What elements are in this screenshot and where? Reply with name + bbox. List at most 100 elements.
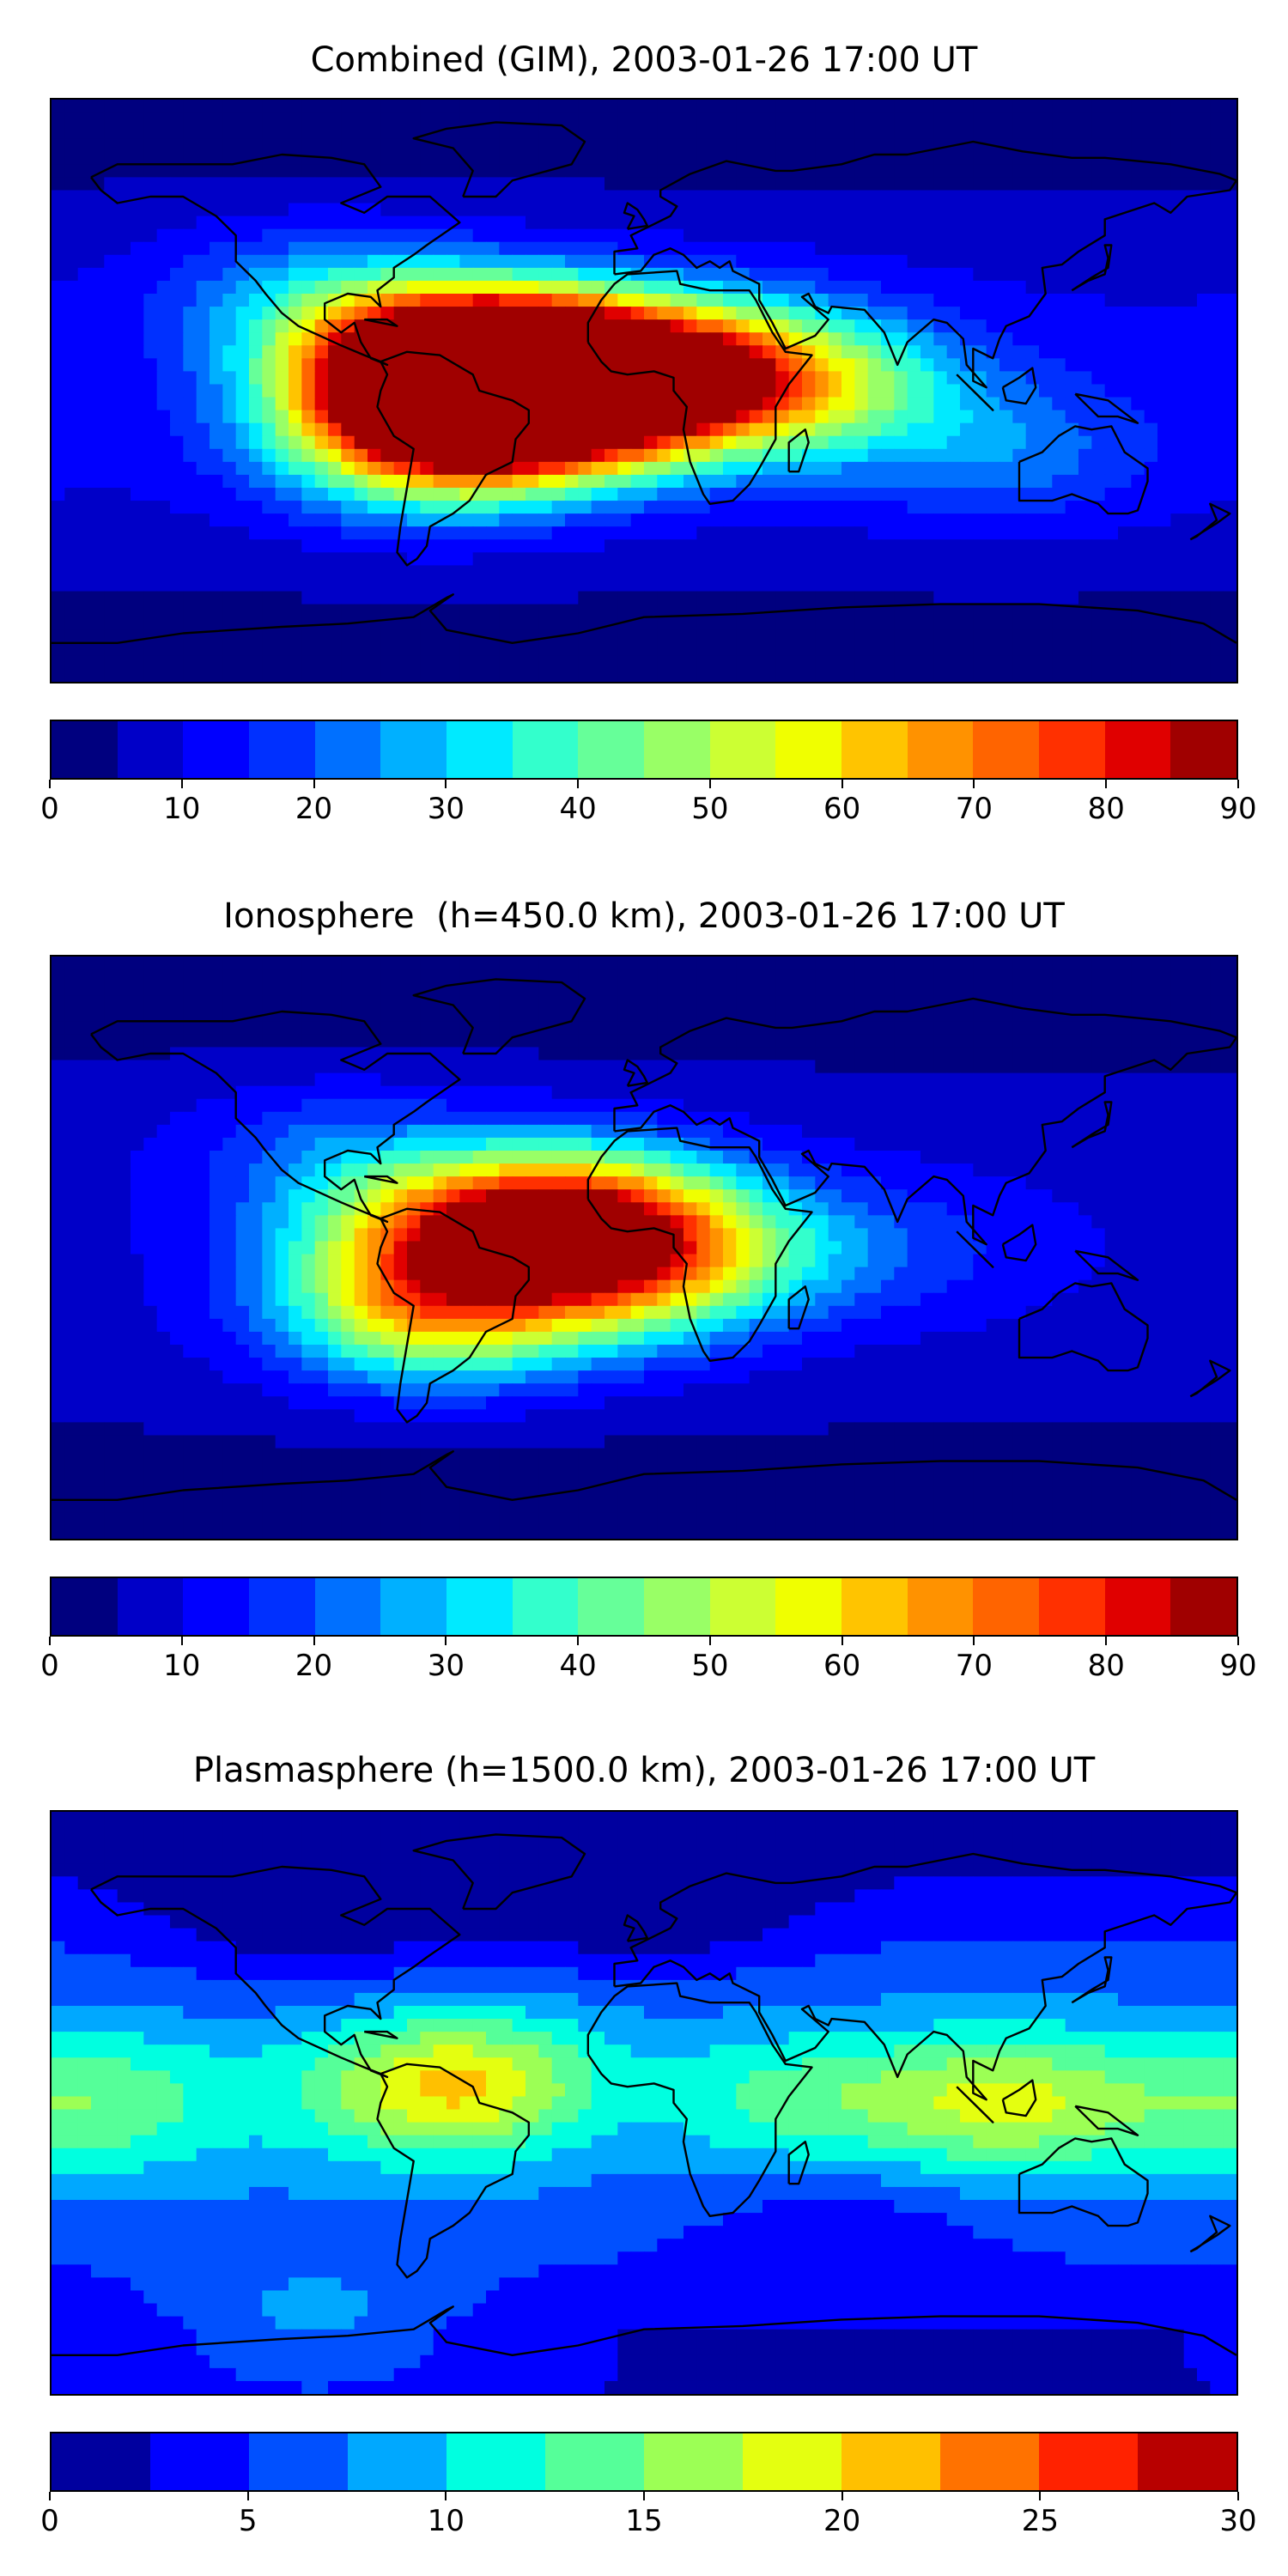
field-cell — [565, 138, 579, 152]
field-cell — [591, 501, 605, 514]
field-cell — [867, 513, 882, 527]
field-cell — [946, 604, 961, 618]
field-cell — [459, 294, 474, 307]
field-cell — [709, 474, 724, 489]
field-cell — [1052, 280, 1066, 295]
field-cell — [275, 539, 289, 553]
field-cell — [143, 617, 158, 631]
field-cell — [156, 668, 171, 682]
field-cell — [170, 629, 184, 644]
field-cell — [736, 100, 750, 113]
field-cell — [77, 435, 92, 450]
field-cell — [447, 100, 460, 113]
field-cell — [459, 397, 474, 411]
field-cell — [946, 578, 961, 592]
field-cell — [907, 203, 921, 217]
field-cell — [657, 319, 671, 333]
field-cell — [1065, 138, 1079, 152]
field-cell — [696, 995, 711, 1009]
field-cell — [775, 294, 790, 307]
field-cell — [1157, 125, 1171, 139]
field-cell — [472, 241, 487, 256]
field-cell — [960, 164, 974, 178]
field-cell — [314, 578, 329, 592]
field-cell — [196, 241, 210, 256]
field-cell — [854, 125, 869, 139]
field-cell — [52, 410, 65, 424]
field-cell — [775, 307, 790, 320]
field-cell — [91, 254, 105, 269]
field-cell — [788, 501, 803, 514]
field-cell — [723, 294, 737, 307]
field-cell — [143, 655, 158, 670]
field-cell — [1052, 138, 1066, 152]
field-cell — [749, 203, 763, 217]
field-cell — [499, 100, 513, 113]
field-cell — [301, 1021, 316, 1035]
field-cell — [447, 629, 460, 644]
field-cell — [328, 629, 342, 644]
field-cell — [775, 501, 790, 514]
field-cell — [104, 267, 118, 282]
field-cell — [393, 138, 408, 152]
field-cell — [1012, 254, 1027, 269]
field-cell — [1197, 294, 1211, 307]
field-cell — [788, 655, 803, 670]
field-cell — [986, 112, 1000, 126]
field-cell — [275, 319, 289, 333]
field-cell — [933, 358, 948, 372]
field-cell — [867, 982, 882, 996]
field-cell — [709, 1034, 724, 1048]
field-cell — [407, 397, 421, 411]
field-cell — [960, 319, 974, 333]
field-cell — [380, 216, 395, 230]
field-cell — [183, 448, 197, 463]
field-cell — [670, 461, 684, 476]
field-cell — [393, 578, 408, 592]
field-cell — [249, 307, 263, 320]
field-cell — [788, 319, 803, 333]
field-cell — [1210, 668, 1224, 682]
field-cell — [341, 539, 355, 553]
field-cell — [222, 151, 237, 165]
field-cell — [249, 332, 263, 346]
field-cell — [433, 1047, 447, 1061]
field-cell — [210, 552, 223, 566]
field-cell — [1131, 995, 1145, 1009]
field-cell — [841, 190, 855, 204]
field-cell — [235, 957, 250, 970]
field-cell — [1223, 190, 1236, 204]
field-cell — [447, 995, 460, 1009]
field-cell — [933, 1072, 948, 1087]
field-cell — [64, 655, 79, 670]
field-cell — [960, 112, 974, 126]
field-cell — [1170, 539, 1185, 553]
field-cell — [447, 280, 460, 295]
field-cell — [262, 100, 276, 113]
field-cell — [1170, 422, 1185, 437]
field-cell — [630, 151, 645, 165]
field-cell — [828, 294, 842, 307]
field-cell — [1223, 267, 1236, 282]
field-cell — [551, 358, 566, 372]
field-cell — [762, 1060, 776, 1074]
field-cell — [183, 488, 197, 501]
field-cell — [117, 957, 131, 970]
field-cell — [52, 294, 65, 307]
field-cell — [499, 216, 513, 230]
field-cell — [881, 138, 895, 152]
field-cell — [52, 241, 65, 256]
field-cell — [368, 345, 381, 359]
field-cell — [1025, 513, 1040, 527]
field-cell — [341, 969, 355, 983]
field-cell — [196, 539, 210, 553]
field-cell — [670, 655, 684, 670]
field-cell — [1197, 565, 1211, 580]
field-cell — [314, 668, 329, 682]
field-cell — [526, 488, 539, 501]
field-cell — [1170, 668, 1185, 682]
field-cell — [1078, 1060, 1092, 1074]
field-cell — [183, 203, 197, 217]
field-cell — [526, 384, 539, 398]
field-cell — [815, 216, 829, 230]
